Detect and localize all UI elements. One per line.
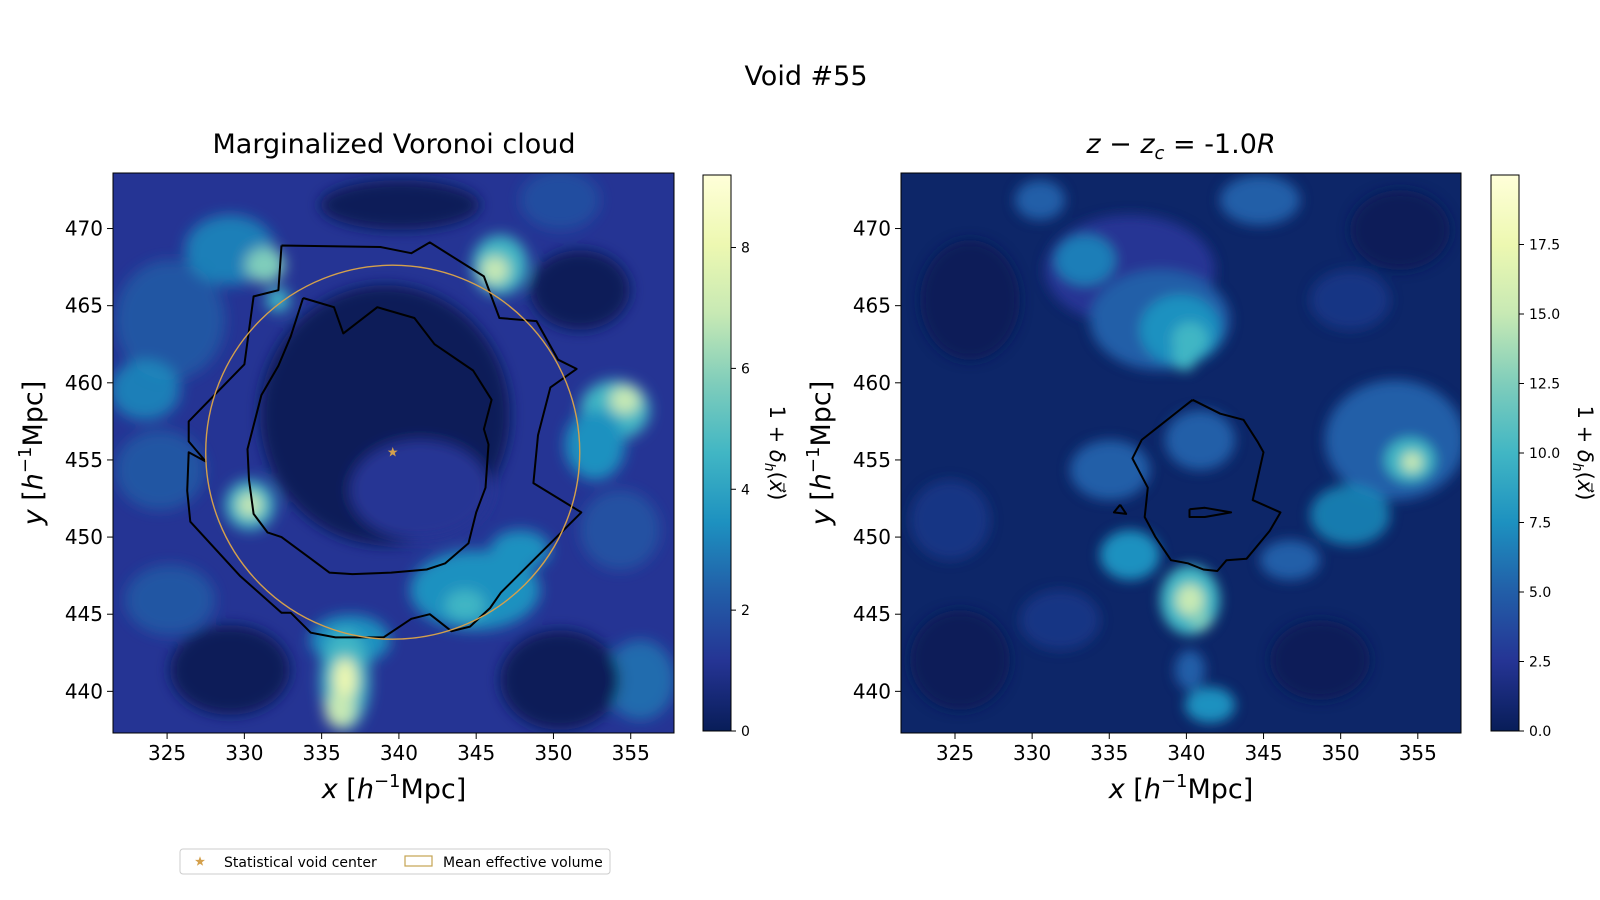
left-x-ticks: 325 330 335 340 345 350 355	[148, 733, 650, 765]
right-x-axis-label: x [h−1Mpc]	[1108, 771, 1254, 805]
right-heatmap	[901, 173, 1461, 733]
right-colorbar-ticks: 0.0 2.5 5.0 7.5 10.0 12.5 15.0 17.5	[1519, 238, 1560, 740]
right-y-tick-label: 470	[853, 217, 891, 241]
left-colorbar-tick-label: 0	[741, 724, 750, 740]
left-x-tick-label: 330	[225, 741, 263, 765]
left-colorbar	[702, 174, 732, 732]
right-x-tick-label: 350	[1322, 741, 1360, 765]
left-x-tick-label: 335	[303, 741, 341, 765]
right-colorbar-tick-label: 10.0	[1529, 446, 1560, 462]
star-icon	[195, 856, 205, 866]
right-x-tick-label: 345	[1244, 741, 1282, 765]
right-x-tick-label: 330	[1013, 741, 1051, 765]
right-contour-main	[1131, 398, 1282, 572]
left-y-axis-label: y [h−1Mpc]	[15, 381, 49, 527]
left-x-tick-label: 355	[612, 741, 650, 765]
left-x-tick-label: 345	[457, 741, 495, 765]
right-colorbar-tick-label: 0.0	[1529, 724, 1551, 740]
right-y-ticks: 440 445 450 455 460 465 470	[853, 217, 901, 703]
right-colorbar	[1490, 174, 1520, 732]
right-x-tick-label: 355	[1399, 741, 1437, 765]
right-overlays	[1112, 398, 1282, 572]
right-y-tick-label: 440	[853, 679, 891, 703]
right-y-tick-label: 455	[853, 448, 891, 472]
right-x-ticks: 325 330 335 340 345 350 355	[936, 733, 1437, 765]
left-x-tick-label: 325	[148, 741, 186, 765]
left-heatmap	[113, 173, 674, 733]
left-y-tick-label: 465	[65, 294, 103, 318]
left-void-center-star-icon	[387, 447, 398, 457]
left-mean-effective-volume-circle	[205, 264, 581, 640]
left-overlays	[186, 241, 583, 640]
right-density-field	[910, 175, 1461, 723]
left-colorbar-tick-label: 2	[741, 603, 750, 619]
right-colorbar-tick-label: 2.5	[1529, 655, 1551, 671]
left-colorbar-ticks: 0 2 4 6 8	[731, 241, 750, 740]
left-x-tick-label: 350	[534, 741, 572, 765]
right-x-tick-label: 340	[1167, 741, 1205, 765]
left-colorbar-tick-label: 8	[741, 241, 750, 257]
right-y-tick-label: 465	[853, 294, 891, 318]
legend: Statistical void center Mean effective v…	[179, 848, 611, 875]
left-contour-inner	[246, 297, 493, 576]
right-chart-title: z − zc = -1.0R	[1085, 129, 1275, 164]
right-contour-small-sliver	[1188, 506, 1233, 518]
right-y-tick-label: 450	[853, 525, 891, 549]
right-contour-small-triangle	[1112, 504, 1128, 515]
left-y-ticks: 440 445 450 455 460 465 470	[65, 217, 113, 703]
legend-label-effective-volume: Mean effective volume	[443, 855, 603, 871]
figure-title: Void #55	[744, 61, 867, 92]
panel-right: z − zc = -1.0R	[803, 129, 1597, 805]
rect-swatch-icon	[404, 855, 433, 867]
legend-label-void-center: Statistical void center	[224, 855, 377, 871]
right-colorbar-tick-label: 15.0	[1529, 307, 1560, 323]
left-contour-outer	[186, 241, 583, 639]
legend-entry-effective-volume: Mean effective volume	[404, 855, 603, 871]
left-x-tick-label: 340	[380, 741, 418, 765]
left-y-tick-label: 450	[65, 525, 103, 549]
right-plot-frame	[900, 172, 1462, 734]
right-y-tick-label: 460	[853, 371, 891, 395]
right-x-tick-label: 325	[936, 741, 974, 765]
right-colorbar-tick-label: 5.0	[1529, 585, 1551, 601]
left-y-tick-label: 455	[65, 448, 103, 472]
right-colorbar-label: 1 + δh(x⃗)	[1569, 406, 1597, 501]
legend-entry-void-center: Statistical void center	[195, 855, 377, 871]
left-y-tick-label: 460	[65, 371, 103, 395]
left-density-field	[113, 173, 674, 730]
left-y-tick-label: 470	[65, 217, 103, 241]
left-colorbar-label: 1 + δh(x⃗)	[761, 406, 789, 501]
right-x-tick-label: 335	[1090, 741, 1128, 765]
right-colorbar-tick-label: 12.5	[1529, 377, 1560, 393]
right-colorbar-tick-label: 17.5	[1529, 238, 1560, 254]
panel-left: Marginalized Voronoi cloud	[15, 129, 789, 805]
right-y-axis-label: y [h−1Mpc]	[803, 381, 837, 527]
left-plot-frame	[112, 172, 675, 734]
legend-frame	[179, 848, 611, 875]
right-colorbar-tick-label: 7.5	[1529, 516, 1551, 532]
left-y-tick-label: 445	[65, 602, 103, 626]
left-chart-title: Marginalized Voronoi cloud	[212, 129, 575, 160]
left-x-axis-label: x [h−1Mpc]	[321, 771, 467, 805]
right-y-tick-label: 445	[853, 602, 891, 626]
left-y-tick-label: 440	[65, 679, 103, 703]
left-colorbar-tick-label: 6	[741, 361, 750, 377]
left-colorbar-tick-label: 4	[741, 482, 750, 498]
